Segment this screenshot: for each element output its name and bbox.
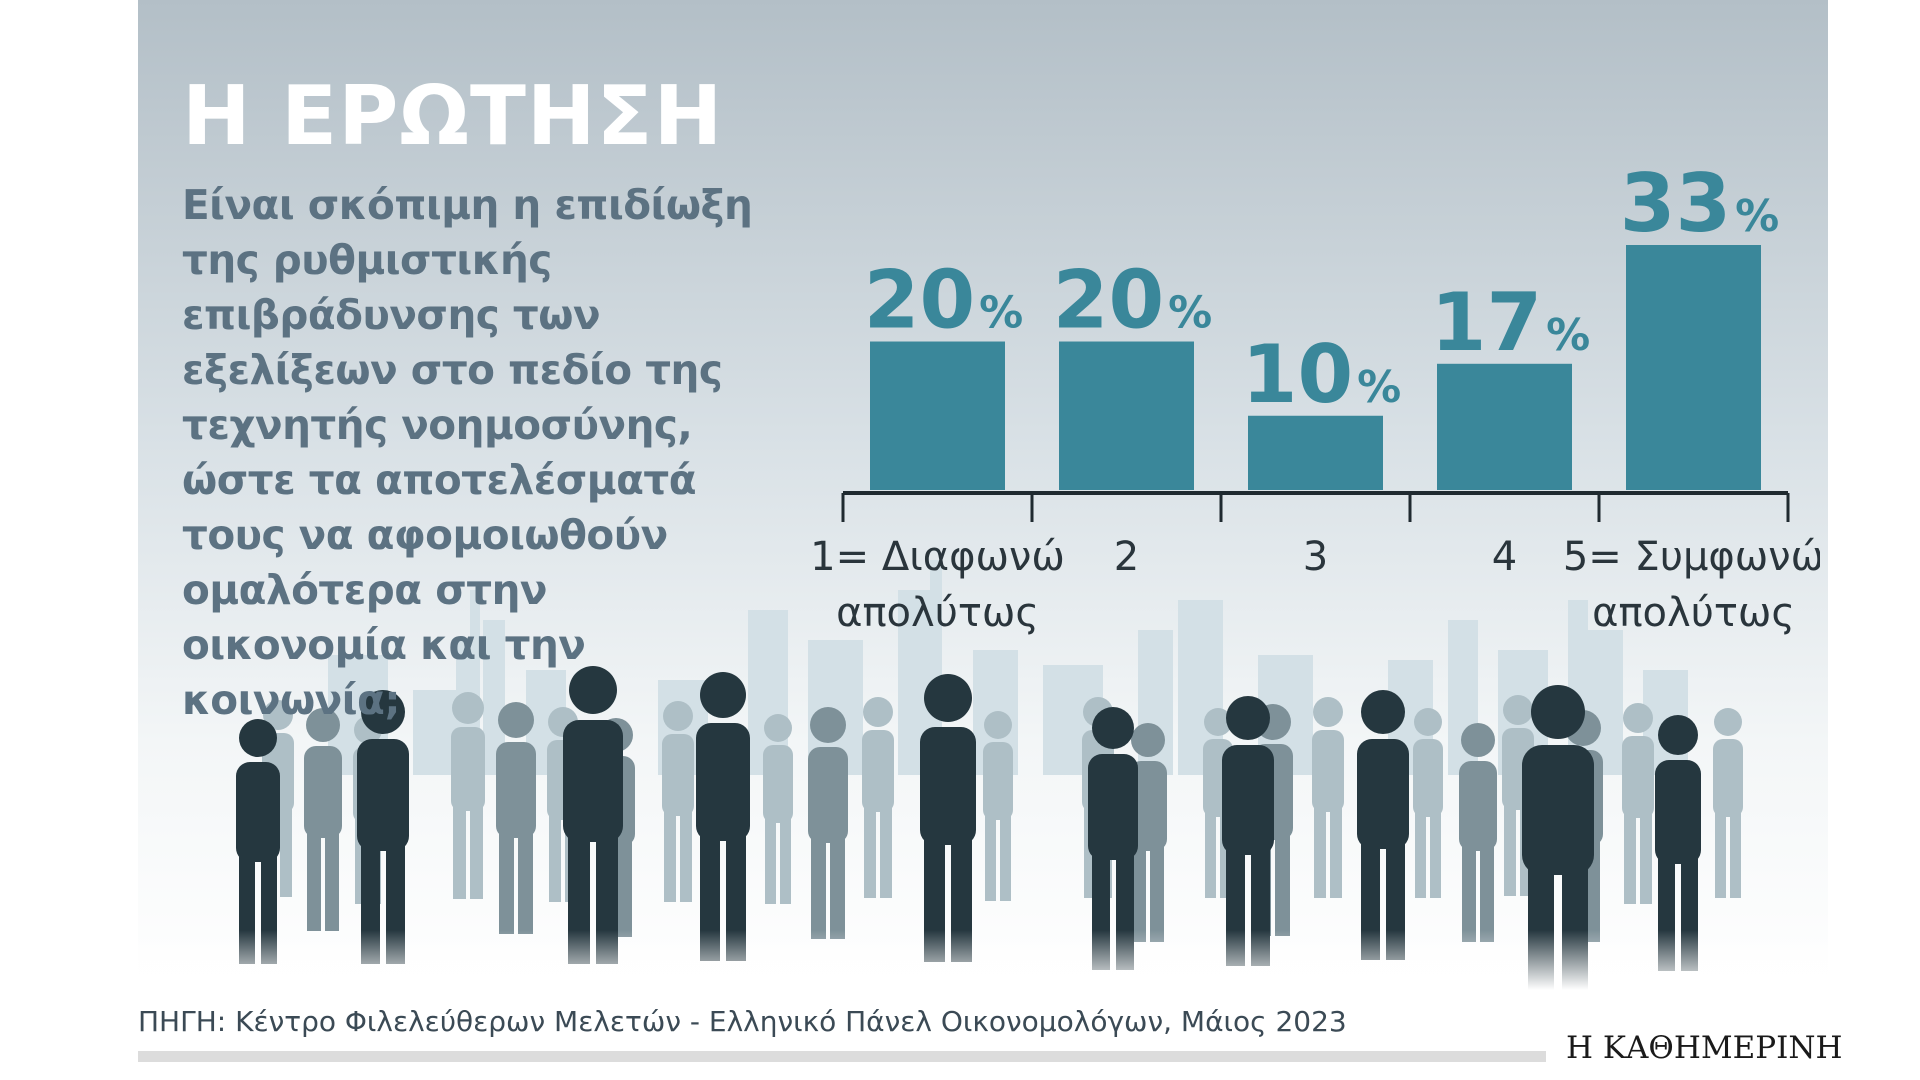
- value-label-5: 33%: [1620, 157, 1779, 250]
- category-label-1: 1= Διαφωνώ απολύτως: [810, 534, 1065, 636]
- bar-chart: 20% 1= Διαφωνώ απολύτως 20% 2 10% 3 17% 4 33% 5= Σ…: [810, 157, 1820, 636]
- source-note: ΠΗΓΗ: Κέντρο Φιλελεύθερων Μελετών - Ελλη…: [138, 1005, 1347, 1038]
- value-label-2: 20%: [1053, 254, 1212, 347]
- brand-logo: Η ΚΑΘΗΜΕΡΙΝΗ: [1566, 1030, 1843, 1066]
- page-title: Η ΕΡΩΤΗΣΗ: [182, 69, 724, 164]
- category-label-3: 3: [1303, 534, 1328, 580]
- category-label-2: 2: [1114, 534, 1139, 580]
- source-underline: [138, 1051, 1546, 1062]
- value-label-4: 17%: [1431, 276, 1590, 369]
- bar-4: [1437, 363, 1572, 490]
- city-skyline: [328, 560, 1688, 775]
- bar-3: [1248, 415, 1383, 490]
- question-text: Είναι σκόπιμη η επιδίωξη της ρυθμιστικής…: [182, 181, 753, 724]
- category-label-4: 4: [1492, 534, 1517, 580]
- value-label-1: 20%: [864, 254, 1023, 347]
- category-label-5: 5= Συμφωνώ απολύτως: [1563, 534, 1820, 636]
- bar-1: [870, 341, 1005, 490]
- value-label-3: 10%: [1242, 328, 1401, 421]
- bar-2: [1059, 341, 1194, 490]
- bar-5: [1626, 245, 1761, 490]
- crowd-mid-silhouettes: [304, 702, 1603, 942]
